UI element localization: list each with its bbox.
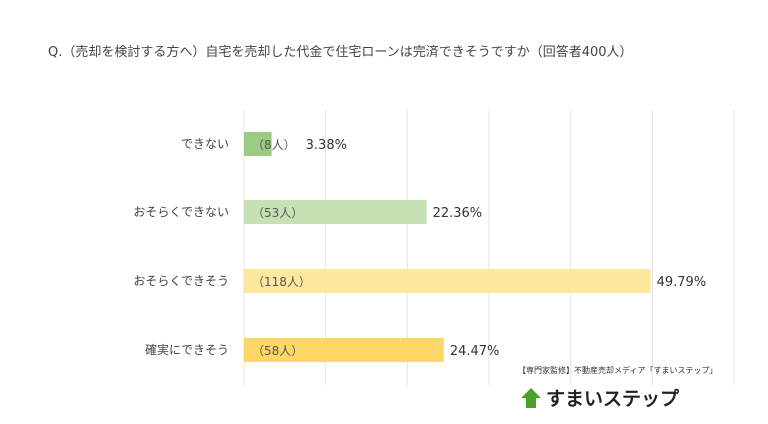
category-label: おそらくできそう: [133, 274, 229, 288]
value-label: 22.36%: [433, 206, 483, 221]
count-label: （8人）: [252, 138, 296, 152]
bar: [244, 338, 444, 362]
bar: [244, 200, 427, 224]
credit-text: 【専門家監修】不動産売却メディア「すまいステップ」: [518, 366, 718, 375]
logo-text: すまいステップ: [546, 388, 680, 410]
count-label: （118人）: [252, 275, 311, 289]
bar: [244, 132, 272, 156]
count-label: （58人）: [252, 344, 303, 358]
logo: すまいステップ: [520, 384, 679, 411]
category-label: 確実にできそう: [145, 342, 229, 357]
category-label: おそらくできない: [133, 205, 229, 219]
category-label: できない: [181, 137, 229, 151]
bar: [244, 269, 651, 293]
house-up-arrow-icon: [521, 387, 541, 408]
chart-title: Q.（売却を検討する方へ）自宅を売却した代金で住宅ローンは完済できそうですか（回…: [48, 45, 633, 60]
value-label: 49.79%: [657, 275, 707, 290]
value-label: 3.38%: [306, 138, 347, 153]
count-label: （53人）: [252, 206, 303, 220]
value-label: 24.47%: [450, 344, 500, 359]
